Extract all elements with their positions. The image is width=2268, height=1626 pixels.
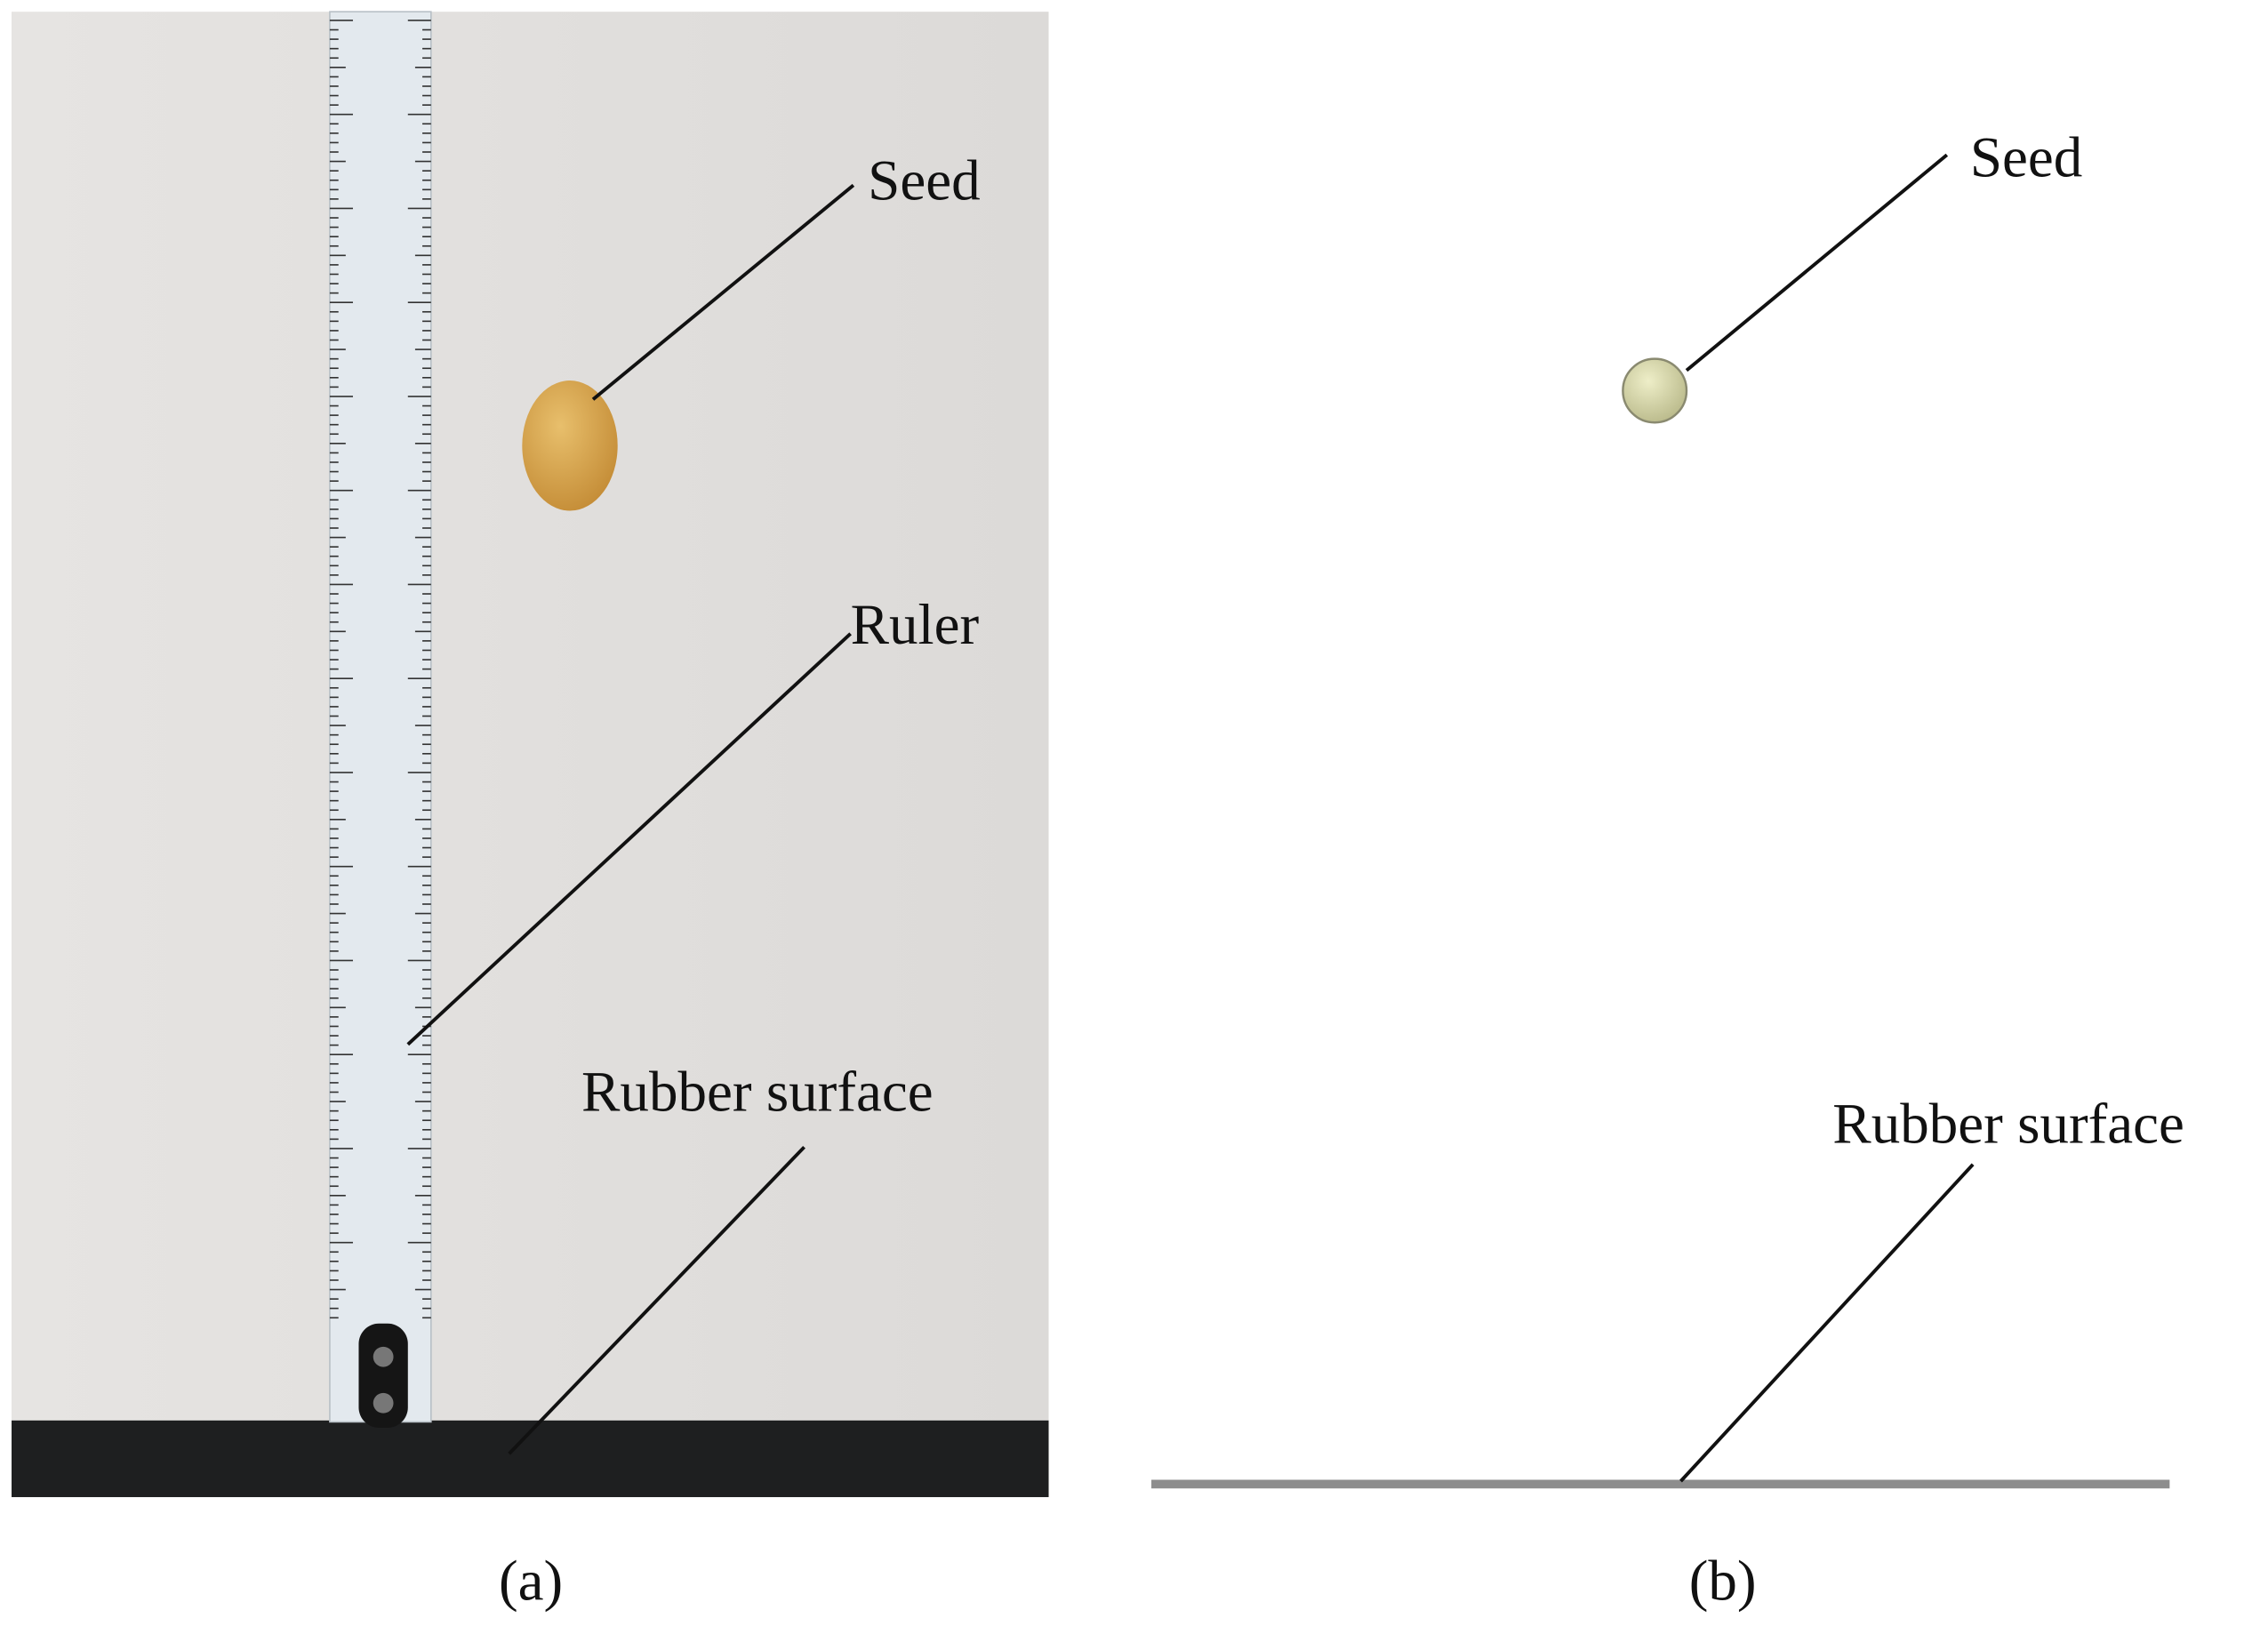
leader-line xyxy=(508,1145,805,1455)
leader-line xyxy=(591,183,855,401)
rivet xyxy=(373,1392,394,1414)
panel-a: Seed Ruler Rubber surface (a) xyxy=(12,11,1049,1614)
leader-line xyxy=(1679,1163,1975,1483)
annotation: Ruler xyxy=(851,593,980,657)
panel-label: (b) xyxy=(1689,1550,1757,1614)
seed xyxy=(522,380,618,511)
annotation: Seed xyxy=(1970,126,2082,190)
ruler xyxy=(329,11,432,1423)
panel-label: (a) xyxy=(499,1550,563,1614)
annotation: Rubber surface xyxy=(581,1061,934,1125)
leader-line xyxy=(406,632,852,1046)
panel-b: Seed Rubber surface (b) xyxy=(1151,126,2184,1614)
rivet xyxy=(373,1346,394,1367)
annotation: Seed xyxy=(868,149,980,213)
annotation: Rubber surface xyxy=(1832,1092,2184,1156)
leader-line xyxy=(1685,153,1949,372)
ruler-clip xyxy=(358,1323,408,1428)
photo-background xyxy=(12,12,1049,1498)
ruler-ticks xyxy=(329,20,431,1319)
seed xyxy=(1622,357,1688,424)
